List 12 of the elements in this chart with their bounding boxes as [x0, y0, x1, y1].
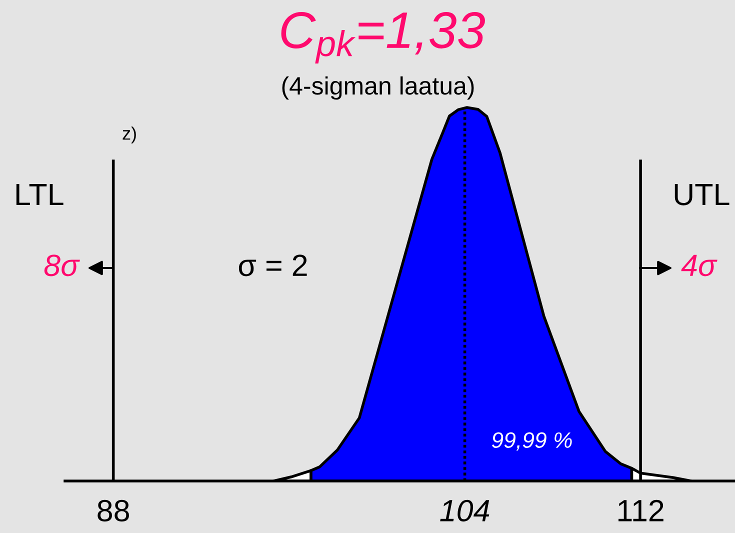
- ref-line-label: UTL: [674, 184, 730, 206]
- x-tick-label: 112: [618, 500, 664, 522]
- chart-title: C$_{pk}$=1,33: [281, 12, 485, 64]
- annotation: σ = 2: [238, 254, 307, 276]
- annotation: z): [122, 126, 136, 144]
- annotation: 8σ: [44, 254, 80, 276]
- x-tick-label: 88: [98, 500, 129, 522]
- ref-line-label: LTL: [16, 184, 64, 206]
- annotation: 99,99 %: [492, 432, 572, 451]
- chart-subtitle: (4-sigman laatua): [282, 76, 474, 100]
- annotation: 4σ: [681, 254, 718, 276]
- x-tick-label: 104: [440, 500, 490, 522]
